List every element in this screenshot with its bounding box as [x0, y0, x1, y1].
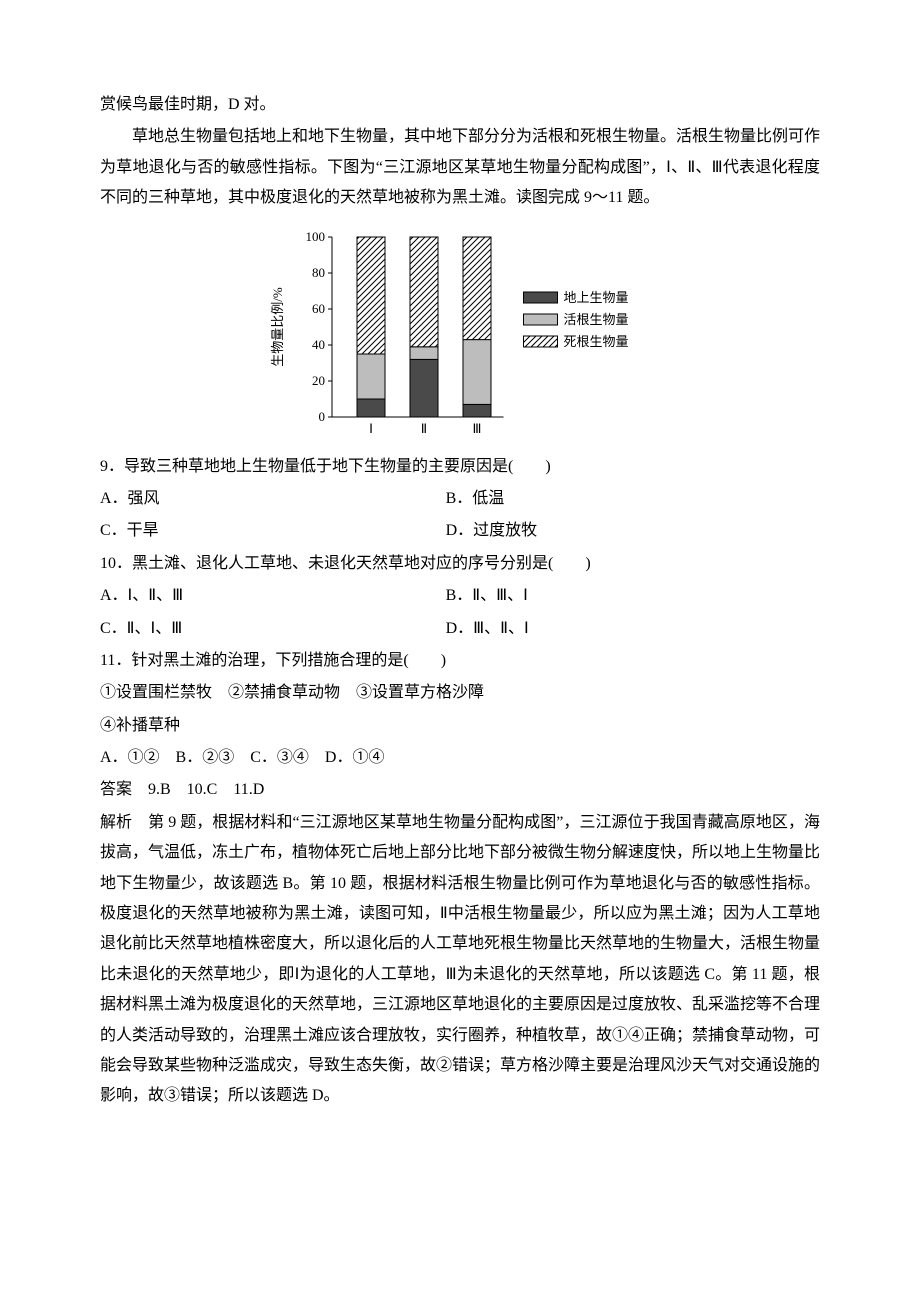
q11-sub4: ④补播草种 — [100, 711, 820, 741]
svg-text:生物量比例/%: 生物量比例/% — [270, 287, 285, 367]
q11-subs: ①设置围栏禁牧 ②禁捕食草动物 ③设置草方格沙障 — [100, 678, 820, 708]
q9-stem: 9．导致三种草地地上生物量低于地下生物量的主要原因是( ) — [100, 452, 820, 482]
explanation-text: 解析 第 9 题，根据材料和“三江源地区某草地生物量分配构成图”，三江源位于我国… — [100, 808, 820, 1112]
chart-svg: 0 20 40 60 80 100 生物量比例/% Ⅰ Ⅱ Ⅲ 地上生物量活根生物量死根生物量 — [260, 222, 660, 442]
svg-text:60: 60 — [312, 301, 325, 316]
svg-text:Ⅲ: Ⅲ — [473, 421, 482, 436]
svg-text:20: 20 — [312, 373, 325, 388]
q11-options: A．①② B．②③ C．③④ D．①④ — [100, 743, 820, 773]
q10-option-a: A．Ⅰ、Ⅱ、Ⅲ — [100, 581, 446, 611]
intro-line: 赏候鸟最佳时期，D 对。 — [100, 90, 820, 120]
q10-option-c: C．Ⅱ、Ⅰ、Ⅲ — [100, 614, 446, 644]
svg-text:Ⅱ: Ⅱ — [421, 421, 427, 436]
svg-text:40: 40 — [312, 337, 325, 352]
q10-option-b: B．Ⅱ、Ⅲ、Ⅰ — [446, 581, 820, 611]
q9-option-d: D．过度放牧 — [446, 516, 820, 546]
q9-option-a: A．强风 — [100, 484, 446, 514]
answers-line: 答案 9.B 10.C 11.D — [100, 775, 820, 805]
svg-text:80: 80 — [312, 265, 325, 280]
q10-option-d: D．Ⅲ、Ⅱ、Ⅰ — [446, 614, 820, 644]
svg-text:0: 0 — [319, 409, 326, 424]
svg-text:死根生物量: 死根生物量 — [564, 334, 629, 349]
passage-text: 草地总生物量包括地上和地下生物量，其中地下部分分为活根和死根生物量。活根生物量比… — [100, 122, 820, 213]
q10-stem: 10．黑土滩、退化人工草地、未退化天然草地对应的序号分别是( ) — [100, 549, 820, 579]
svg-text:活根生物量: 活根生物量 — [564, 312, 629, 327]
q11-stem: 11．针对黑土滩的治理，下列措施合理的是( ) — [100, 646, 820, 676]
svg-text:地上生物量: 地上生物量 — [564, 290, 629, 305]
svg-text:100: 100 — [306, 229, 326, 244]
biomass-chart: 0 20 40 60 80 100 生物量比例/% Ⅰ Ⅱ Ⅲ 地上生物量活根生物量死根生物量 — [100, 222, 820, 442]
q9-option-c: C．干旱 — [100, 516, 446, 546]
svg-text:Ⅰ: Ⅰ — [369, 421, 373, 436]
q9-option-b: B．低温 — [446, 484, 820, 514]
